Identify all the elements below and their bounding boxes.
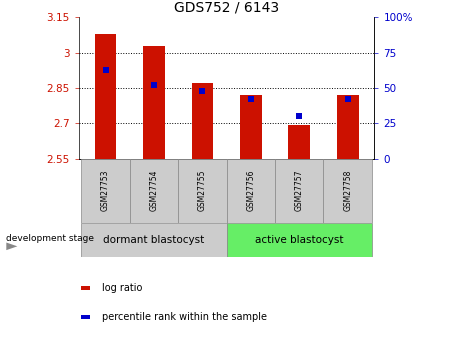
- Text: development stage: development stage: [6, 234, 94, 243]
- Bar: [240, 95, 262, 159]
- Bar: [130, 159, 178, 223]
- Text: GSM27757: GSM27757: [295, 170, 304, 211]
- Bar: [227, 159, 275, 223]
- Bar: [288, 125, 310, 159]
- Bar: [143, 46, 165, 159]
- Text: active blastocyst: active blastocyst: [255, 235, 344, 245]
- Bar: [337, 95, 359, 159]
- Text: GSM27756: GSM27756: [246, 170, 255, 211]
- Title: GDS752 / 6143: GDS752 / 6143: [174, 1, 279, 15]
- Bar: [81, 159, 130, 223]
- Bar: [95, 34, 116, 159]
- Polygon shape: [6, 243, 17, 250]
- Bar: [227, 223, 372, 257]
- Text: GSM27754: GSM27754: [149, 170, 158, 211]
- Text: dormant blastocyst: dormant blastocyst: [103, 235, 205, 245]
- Bar: [178, 159, 227, 223]
- Bar: [275, 159, 323, 223]
- Text: log ratio: log ratio: [101, 283, 142, 293]
- Text: GSM27753: GSM27753: [101, 170, 110, 211]
- Text: percentile rank within the sample: percentile rank within the sample: [101, 312, 267, 322]
- Bar: [82, 286, 91, 290]
- Bar: [192, 83, 213, 159]
- Text: GSM27755: GSM27755: [198, 170, 207, 211]
- Text: GSM27758: GSM27758: [343, 170, 352, 211]
- Bar: [323, 159, 372, 223]
- Bar: [81, 223, 226, 257]
- Bar: [82, 315, 91, 319]
